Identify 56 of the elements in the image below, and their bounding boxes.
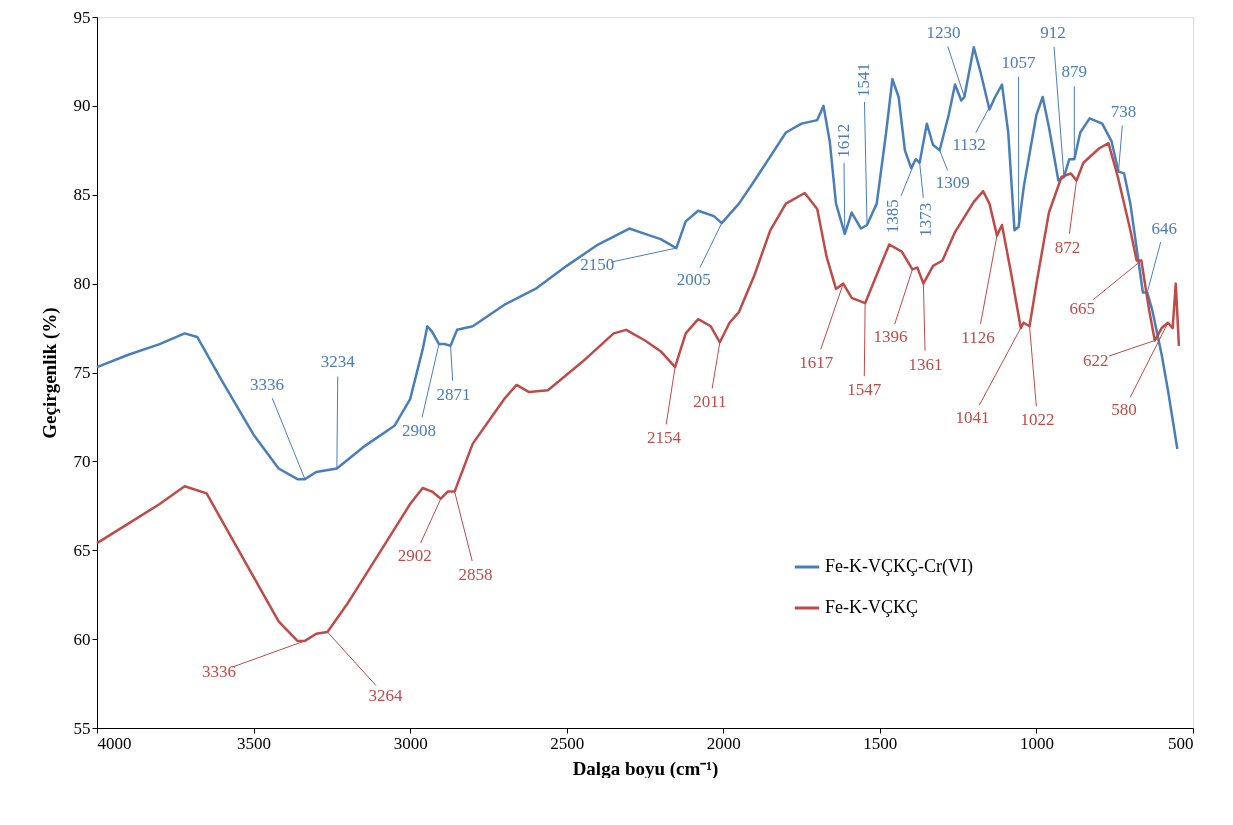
annotation: 2908	[401, 421, 436, 441]
annotation: 1132	[952, 134, 986, 154]
x-tick-label: 500	[1168, 733, 1194, 753]
x-tick-label: 3000	[393, 733, 428, 753]
annotation: 1022	[1020, 410, 1055, 430]
annotation: 1230	[926, 22, 961, 42]
annotation: 1617	[799, 352, 834, 372]
annotation: 912	[1040, 22, 1066, 42]
y-tick-label: 85	[73, 185, 91, 205]
legend-label: Fe-K-VÇKÇ	[825, 597, 918, 617]
annotation: 1041	[955, 407, 990, 427]
y-tick-label: 55	[73, 718, 91, 738]
y-tick-label: 60	[73, 629, 91, 649]
annotation: 646	[1151, 218, 1178, 238]
annotation: 3336	[201, 661, 236, 681]
annotation: 2154	[647, 428, 682, 448]
annotation: 2150	[580, 255, 615, 275]
annotation: 1385	[882, 199, 902, 234]
annotation: 2005	[676, 270, 711, 290]
x-tick-label: 1000	[1019, 733, 1054, 753]
annotation: 580	[1111, 399, 1137, 419]
y-tick-label: 90	[73, 96, 91, 116]
annotation: 2011	[693, 392, 727, 412]
x-tick-label: 1500	[863, 733, 898, 753]
y-tick-label: 80	[73, 274, 91, 294]
annotation: 1126	[961, 327, 995, 347]
annotation: 3234	[320, 352, 356, 372]
annotation: 1612	[833, 123, 853, 158]
annotation: 1057	[1001, 52, 1037, 72]
y-tick-label: 65	[73, 540, 91, 560]
x-axis-title: Dalga boyu (cm⁻¹)	[572, 757, 719, 780]
annotation: 3336	[249, 375, 284, 395]
y-tick-label: 75	[73, 363, 91, 382]
legend-label: Fe-K-VÇKÇ-Cr(VI)	[825, 556, 973, 577]
annotation: 1309	[935, 173, 970, 193]
annotation: 665	[1069, 298, 1096, 318]
annotation: 1396	[873, 327, 908, 347]
x-tick-label: 4000	[97, 733, 132, 753]
annotation: 879	[1061, 62, 1088, 82]
y-tick-label: 70	[73, 451, 91, 471]
annotation: 2858	[458, 564, 493, 584]
y-axis-title: Geçirgenlik (%)	[38, 307, 61, 439]
annotation: 1547	[847, 380, 882, 400]
annotation: 1541	[854, 62, 874, 97]
annotation: 622	[1083, 350, 1109, 370]
annotation: 2902	[397, 545, 432, 565]
x-tick-label: 3500	[237, 733, 272, 753]
annotation: 3264	[368, 686, 403, 706]
annotation: 1361	[908, 354, 943, 374]
annotation: 872	[1054, 237, 1081, 257]
x-tick-label: 2500	[550, 733, 585, 753]
x-tick-label: 2000	[706, 733, 741, 753]
annotation: 1373	[915, 202, 935, 237]
annotation: 738	[1110, 101, 1137, 121]
annotation: 2871	[436, 384, 471, 404]
y-tick-label: 95	[73, 7, 91, 27]
